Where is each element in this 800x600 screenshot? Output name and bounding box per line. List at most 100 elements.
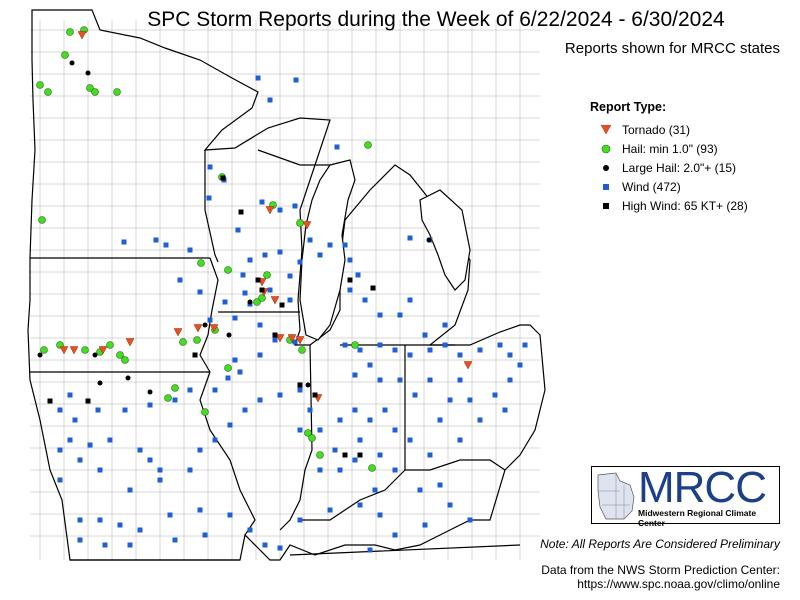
hail-report-marker bbox=[316, 451, 324, 459]
wind-report-marker bbox=[427, 452, 433, 458]
legend-label: Tornado (31) bbox=[622, 122, 691, 137]
wind-report-marker bbox=[157, 477, 163, 483]
hail-report-marker bbox=[368, 464, 376, 472]
hail-report-marker bbox=[40, 346, 48, 354]
high-wind-report-marker bbox=[342, 452, 348, 458]
wind-report-marker bbox=[257, 322, 263, 328]
wind-report-marker bbox=[172, 397, 178, 403]
legend-item-high-wind: High Wind: 65 KT+ (28) bbox=[590, 196, 748, 215]
wind-report-marker bbox=[247, 527, 253, 533]
large-hail-report-marker bbox=[69, 60, 75, 66]
wind-report-marker bbox=[317, 467, 323, 473]
tornado-report-marker bbox=[265, 206, 275, 215]
high-wind-report-marker bbox=[279, 302, 285, 308]
tornado-report-marker bbox=[209, 324, 219, 333]
legend-item-hail: Hail: min 1.0" (93) bbox=[590, 139, 748, 158]
high-wind-report-marker bbox=[370, 285, 376, 291]
source-url: https://www.spc.noaa.gov/climo/online bbox=[577, 577, 780, 591]
wind-report-marker bbox=[172, 537, 178, 543]
tornado-report-marker bbox=[275, 334, 285, 343]
legend-label: Large Hail: 2.0"+ (15) bbox=[622, 160, 736, 175]
tornado-report-marker bbox=[69, 346, 79, 355]
midwest-states-icon bbox=[597, 472, 635, 520]
wind-report-marker bbox=[362, 297, 368, 303]
il-in-border bbox=[279, 344, 313, 531]
wind-report-marker bbox=[107, 437, 113, 443]
hail-report-marker bbox=[193, 336, 201, 344]
tornado-report-marker bbox=[59, 346, 69, 355]
wind-report-marker bbox=[137, 447, 143, 453]
wind-report-marker bbox=[97, 517, 103, 523]
wind-report-marker bbox=[77, 457, 83, 463]
wind-report-marker bbox=[342, 242, 348, 248]
wind-report-marker bbox=[407, 437, 413, 443]
wind-report-marker bbox=[447, 502, 453, 508]
wind-report-marker bbox=[121, 239, 127, 245]
legend-label: Hail: min 1.0" (93) bbox=[622, 141, 718, 156]
hail-report-marker bbox=[86, 84, 94, 92]
high-wind-report-marker bbox=[259, 287, 265, 293]
wind-report-marker bbox=[167, 512, 173, 518]
region-outline bbox=[27, 9, 546, 561]
wind-report-marker bbox=[352, 457, 358, 463]
wind-report-marker bbox=[412, 392, 418, 398]
large-hail-report-marker bbox=[426, 237, 432, 243]
wind-report-marker bbox=[232, 315, 238, 321]
wind-report-marker bbox=[259, 199, 265, 205]
wind-report-marker bbox=[137, 527, 143, 533]
tornado-report-marker bbox=[287, 334, 297, 343]
wind-report-marker bbox=[327, 242, 333, 248]
wind-report-marker bbox=[397, 312, 403, 318]
ky-tn-border bbox=[289, 544, 521, 556]
wind-report-marker bbox=[157, 467, 163, 473]
wind-report-marker bbox=[197, 507, 203, 513]
wind-report-marker bbox=[347, 257, 353, 263]
hail-report-marker bbox=[113, 88, 121, 96]
large-hail-report-marker bbox=[85, 70, 91, 76]
wind-report-marker bbox=[377, 312, 383, 318]
tornado-report-marker bbox=[173, 328, 183, 337]
wind-report-marker bbox=[307, 407, 313, 413]
hail-report-marker bbox=[91, 88, 99, 96]
hail-report-marker bbox=[296, 219, 304, 227]
wind-report-marker bbox=[95, 407, 101, 413]
state-borders bbox=[27, 9, 546, 561]
wind-report-marker bbox=[337, 467, 343, 473]
wind-report-marker bbox=[67, 392, 73, 398]
wind-report-marker bbox=[317, 252, 323, 258]
wind-report-marker bbox=[457, 377, 463, 383]
hail-report-marker bbox=[298, 346, 306, 354]
wind-report-marker bbox=[187, 387, 193, 393]
high-wind-report-marker bbox=[357, 452, 363, 458]
wind-report-marker bbox=[422, 522, 428, 528]
legend-heading: Report Type: bbox=[590, 100, 667, 114]
wind-report-marker bbox=[177, 277, 183, 283]
wind-report-marker bbox=[207, 164, 213, 170]
wind-report-marker bbox=[257, 352, 263, 358]
high-wind-icon bbox=[596, 202, 616, 210]
wind-report-marker bbox=[227, 512, 233, 518]
tornado-report-marker bbox=[295, 336, 305, 345]
wind-report-marker bbox=[382, 407, 388, 413]
wind-report-marker bbox=[242, 407, 248, 413]
wind-report-marker bbox=[292, 339, 298, 345]
wind-report-marker bbox=[293, 77, 299, 83]
hail-report-marker bbox=[171, 384, 179, 392]
hail-report-marker bbox=[66, 28, 74, 36]
wind-report-marker bbox=[477, 347, 483, 353]
wind-report-marker bbox=[297, 259, 303, 265]
hail-report-marker bbox=[304, 429, 312, 437]
wind-report-marker bbox=[457, 437, 463, 443]
wind-report-marker bbox=[417, 487, 423, 493]
hail-report-marker bbox=[38, 216, 46, 224]
wind-report-marker bbox=[392, 347, 398, 353]
hail-report-marker bbox=[106, 341, 114, 349]
legend-item-tornado: Tornado (31) bbox=[590, 120, 748, 139]
wind-report-marker bbox=[392, 532, 398, 538]
wind-report-marker bbox=[227, 422, 233, 428]
large-hail-report-marker bbox=[226, 332, 232, 338]
wind-report-marker bbox=[235, 227, 241, 233]
wind-report-marker bbox=[212, 437, 218, 443]
wind-report-marker bbox=[307, 237, 313, 243]
wind-report-marker bbox=[334, 144, 340, 150]
